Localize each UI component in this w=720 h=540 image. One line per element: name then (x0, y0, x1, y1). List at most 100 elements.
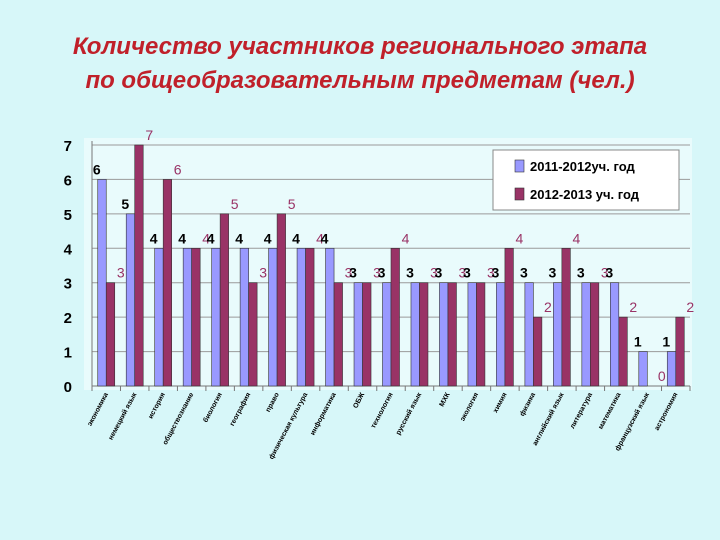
data-label: 4 (207, 230, 215, 246)
data-label: 4 (402, 230, 410, 246)
bar-series1 (382, 282, 392, 387)
data-label: 6 (174, 161, 182, 177)
bar-series2 (590, 282, 600, 387)
data-label: 3 (117, 265, 125, 281)
data-label: 3 (548, 265, 556, 281)
x-tick-label: астрономия (654, 392, 680, 432)
bar-series2 (191, 247, 201, 387)
x-tick-label: МХК (439, 391, 452, 408)
data-label: 4 (572, 230, 580, 246)
data-label: 4 (150, 230, 158, 246)
data-label: 3 (487, 265, 495, 281)
bar-series2 (276, 213, 286, 387)
x-tick-label: физика (519, 392, 537, 418)
bar-series2 (248, 282, 258, 387)
data-label: 3 (349, 265, 357, 281)
bar-series2 (162, 179, 172, 387)
x-tick-label: право (265, 392, 281, 414)
y-tick-label: 5 (64, 207, 72, 224)
data-label: 4 (264, 230, 272, 246)
bar-series2 (504, 247, 514, 387)
data-label: 3 (577, 265, 585, 281)
chart-title: Количество участников регионального этап… (0, 30, 720, 98)
bar-series1 (410, 282, 420, 387)
x-tick-label: технология (370, 392, 395, 430)
legend-label: 2011-2012уч. год (530, 159, 635, 174)
data-label: 4 (321, 230, 329, 246)
bar-series1 (125, 213, 136, 387)
x-tick-label: обществознание (161, 391, 195, 446)
x-tick-label: экономика (87, 392, 111, 428)
y-tick-label: 4 (64, 241, 73, 258)
data-label: 2 (686, 299, 694, 315)
bar-series1 (97, 179, 107, 387)
data-label: 3 (406, 265, 414, 281)
y-tick-label: 1 (64, 345, 72, 362)
bar-series2 (105, 282, 116, 387)
data-label: 3 (605, 265, 613, 281)
data-label: 3 (259, 265, 267, 281)
bar-series2 (219, 213, 229, 387)
bar-series1 (467, 282, 477, 387)
x-tick-label: немецкий язык (107, 391, 139, 442)
bar-series2 (675, 316, 685, 387)
x-tick-label: история (147, 392, 167, 420)
x-tick-label: ОБЖ (352, 391, 366, 410)
legend-label: 2012-2013 уч. год (530, 187, 640, 202)
bar-series2 (333, 282, 343, 387)
data-label: 1 (662, 334, 670, 350)
data-label: 4 (292, 230, 300, 246)
x-tick-label: русский язык (394, 391, 423, 437)
data-label: 3 (373, 265, 381, 281)
y-tick-label: 2 (64, 310, 72, 327)
bar-series1 (610, 282, 620, 387)
data-label: 3 (345, 265, 353, 281)
x-tick-label: экология (459, 392, 480, 423)
bar-series2 (618, 316, 628, 387)
bar-series1 (496, 282, 506, 387)
y-tick-label: 6 (64, 172, 72, 189)
data-label: 3 (520, 265, 528, 281)
x-tick-label: английский язык (531, 391, 566, 447)
bar-series2 (476, 282, 486, 387)
data-label: 3 (435, 265, 443, 281)
data-label: 4 (516, 230, 524, 246)
data-label: 4 (316, 230, 324, 246)
y-tick-label: 0 (64, 379, 72, 396)
x-tick-label: биология (202, 391, 224, 424)
bar-series1 (268, 247, 278, 387)
data-label: 3 (459, 265, 467, 281)
data-label: 0 (658, 368, 666, 384)
bar-series1 (296, 247, 306, 387)
data-label: 3 (430, 265, 438, 281)
x-tick-label: информатика (310, 392, 338, 437)
data-label: 4 (202, 230, 210, 246)
bar-series1 (353, 282, 363, 387)
bar-series2 (390, 247, 400, 387)
bar-series2 (419, 282, 429, 387)
data-label: 5 (288, 196, 296, 212)
legend-swatch (514, 159, 525, 173)
data-label: 3 (463, 265, 471, 281)
y-tick-label: 3 (64, 276, 72, 293)
bar-series1 (239, 247, 249, 387)
bar-series1 (581, 282, 591, 387)
legend-swatch (514, 187, 525, 201)
title-line-1: Количество участников регионального этап… (72, 33, 648, 60)
x-tick-label: география (229, 392, 252, 428)
data-label: 4 (235, 230, 243, 246)
bar-series2 (134, 144, 144, 387)
bar-series2 (447, 282, 457, 387)
bar-series1 (154, 247, 164, 387)
data-label: 3 (378, 265, 386, 281)
data-label: 5 (231, 196, 239, 212)
x-tick-label: литература (569, 392, 594, 431)
data-label: 3 (492, 265, 500, 281)
title-line-2: по общеобразовательным предметам (чел.) (85, 67, 635, 94)
y-tick-label: 7 (64, 138, 72, 155)
bar-series2 (362, 282, 372, 387)
bar-series1 (211, 247, 221, 387)
x-tick-label: математика (597, 392, 622, 431)
